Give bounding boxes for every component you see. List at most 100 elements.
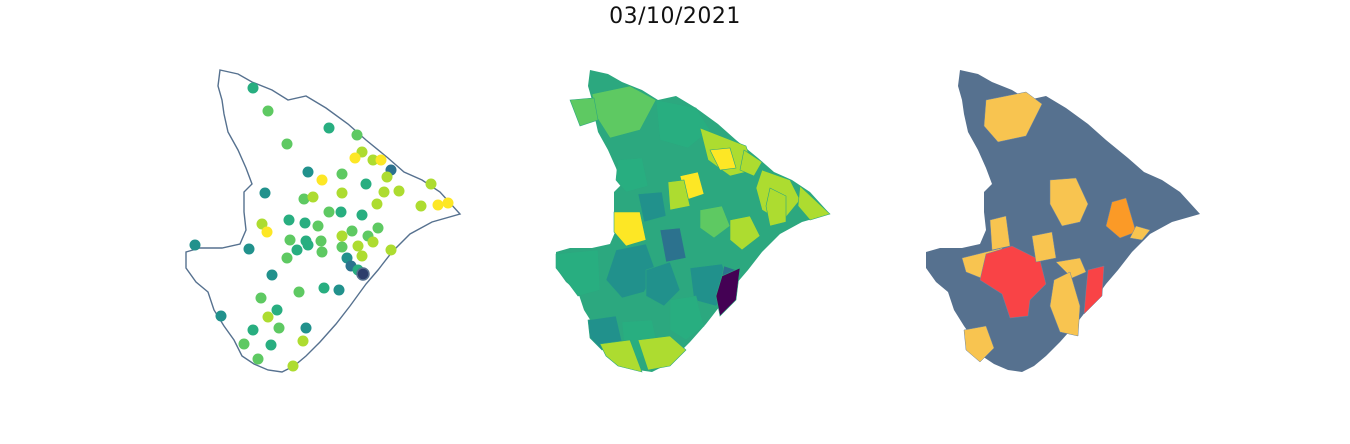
station-point bbox=[316, 174, 328, 186]
category-map-panel bbox=[926, 70, 1200, 372]
municipality-region bbox=[739, 149, 763, 177]
station-point bbox=[323, 122, 335, 134]
municipality-region bbox=[637, 191, 667, 223]
municipality-region bbox=[599, 339, 643, 373]
station-point bbox=[291, 244, 303, 256]
station-point bbox=[385, 244, 397, 256]
station-points bbox=[189, 82, 454, 372]
station-point bbox=[356, 250, 368, 262]
municipality-region bbox=[797, 185, 831, 221]
municipality-region bbox=[615, 157, 649, 193]
municipality-region bbox=[709, 147, 737, 171]
station-point bbox=[247, 324, 259, 336]
point-map-panel bbox=[185, 69, 461, 373]
municipality-region bbox=[605, 243, 657, 299]
station-point bbox=[298, 193, 310, 205]
municipality-region bbox=[613, 211, 647, 247]
station-point bbox=[266, 269, 278, 281]
station-point bbox=[349, 152, 361, 164]
municipality-region bbox=[715, 267, 741, 317]
station-point bbox=[281, 252, 293, 264]
station-point bbox=[312, 220, 324, 232]
station-point bbox=[352, 240, 364, 252]
station-point bbox=[262, 311, 274, 323]
station-point bbox=[302, 166, 314, 178]
station-point bbox=[371, 198, 383, 210]
station-point bbox=[375, 154, 387, 166]
station-point bbox=[252, 353, 264, 365]
station-point bbox=[356, 209, 368, 221]
category-region bbox=[1049, 271, 1081, 337]
station-point bbox=[265, 339, 277, 351]
station-point bbox=[283, 214, 295, 226]
municipality-region bbox=[645, 261, 681, 307]
category-region bbox=[983, 91, 1043, 143]
station-point bbox=[273, 322, 285, 334]
station-point bbox=[346, 225, 358, 237]
municipality-region bbox=[765, 187, 787, 227]
station-point bbox=[271, 304, 283, 316]
station-point bbox=[336, 241, 348, 253]
station-point bbox=[287, 360, 299, 372]
municipality-region bbox=[729, 215, 761, 251]
category-region bbox=[963, 325, 995, 363]
station-point bbox=[336, 230, 348, 242]
station-point bbox=[336, 168, 348, 180]
municipality-region bbox=[699, 205, 731, 239]
municipality-region bbox=[555, 249, 601, 297]
station-point bbox=[367, 236, 379, 248]
station-point bbox=[297, 335, 309, 347]
station-point bbox=[307, 191, 319, 203]
station-point bbox=[259, 187, 271, 199]
station-point bbox=[189, 239, 201, 251]
choropleth-panel bbox=[555, 70, 831, 373]
category-regions bbox=[961, 91, 1151, 363]
station-point bbox=[256, 218, 268, 230]
station-point bbox=[255, 292, 267, 304]
station-point bbox=[432, 199, 444, 211]
station-point bbox=[378, 186, 390, 198]
station-point bbox=[247, 82, 259, 94]
state-outline bbox=[185, 69, 461, 373]
station-point bbox=[243, 243, 255, 255]
station-point bbox=[360, 178, 372, 190]
station-point bbox=[333, 284, 345, 296]
station-point bbox=[238, 338, 250, 350]
municipality-region bbox=[669, 295, 705, 341]
municipality-region bbox=[659, 227, 687, 263]
station-point bbox=[215, 310, 227, 322]
station-point bbox=[442, 197, 454, 209]
station-point bbox=[261, 226, 273, 238]
station-point bbox=[381, 171, 393, 183]
municipality-region bbox=[667, 179, 691, 211]
station-point bbox=[425, 178, 437, 190]
station-point bbox=[323, 206, 335, 218]
category-region bbox=[1083, 265, 1105, 315]
category-region bbox=[979, 245, 1047, 319]
station-point bbox=[284, 234, 296, 246]
municipality-regions bbox=[555, 85, 831, 373]
category-region bbox=[1055, 257, 1087, 279]
station-point bbox=[393, 185, 405, 197]
station-point bbox=[318, 282, 330, 294]
category-region bbox=[1031, 231, 1057, 263]
municipality-region bbox=[655, 99, 711, 149]
category-region bbox=[1105, 197, 1137, 239]
figure-title: 03/10/2021 bbox=[609, 4, 741, 29]
municipality-region bbox=[637, 335, 687, 371]
station-point bbox=[372, 222, 384, 234]
station-point bbox=[336, 187, 348, 199]
station-point bbox=[300, 235, 312, 247]
station-point bbox=[281, 138, 293, 150]
station-point bbox=[315, 235, 327, 247]
station-point bbox=[415, 200, 427, 212]
station-point bbox=[316, 246, 328, 258]
station-point bbox=[367, 154, 379, 166]
municipality-region bbox=[569, 97, 599, 127]
station-point bbox=[335, 206, 347, 218]
station-point bbox=[299, 217, 311, 229]
station-point bbox=[293, 286, 305, 298]
station-point bbox=[356, 267, 370, 281]
station-point bbox=[300, 322, 312, 334]
